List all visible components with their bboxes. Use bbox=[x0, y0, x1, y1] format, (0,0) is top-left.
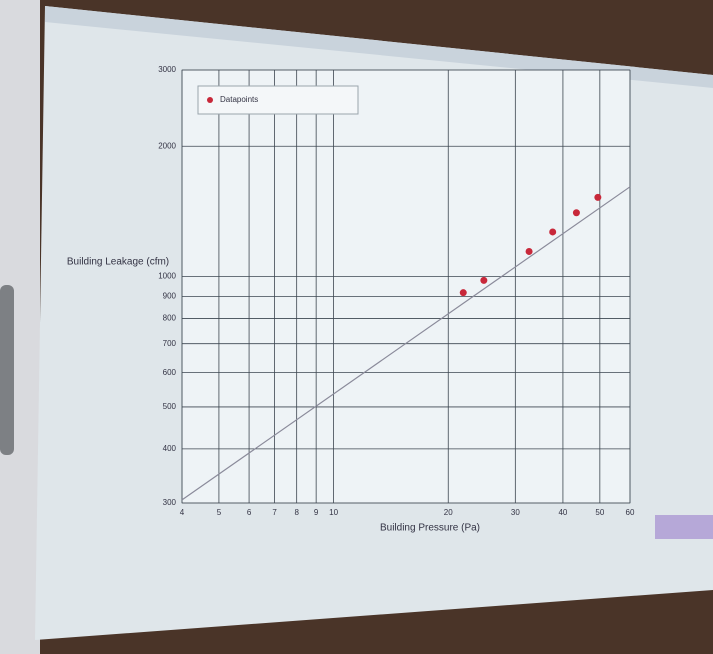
legend-swatch bbox=[207, 97, 213, 103]
y-axis-label: Building Leakage (cfm) bbox=[67, 257, 169, 268]
x-tick-label: 4 bbox=[180, 508, 185, 517]
y-tick-label: 3000 bbox=[158, 65, 176, 74]
x-axis-label: Building Pressure (Pa) bbox=[380, 523, 480, 534]
screenshot: Building Leakage (cfm) Building Pressure… bbox=[0, 0, 713, 654]
x-tick-label: 6 bbox=[247, 508, 252, 517]
y-tick-label: 700 bbox=[163, 339, 177, 348]
data-point bbox=[594, 194, 601, 201]
x-tick-label: 50 bbox=[595, 508, 604, 517]
side-tab bbox=[0, 285, 14, 455]
legend-label: Datapoints bbox=[220, 95, 258, 104]
data-point bbox=[526, 248, 533, 255]
button[interactable] bbox=[655, 515, 713, 539]
page: {"chart_data": { "type": "scatter", "y_l… bbox=[0, 0, 713, 654]
data-point bbox=[480, 277, 487, 284]
y-tick-label: 800 bbox=[163, 314, 177, 323]
y-tick-label: 2000 bbox=[158, 141, 176, 150]
y-tick-label: 600 bbox=[163, 368, 177, 377]
x-tick-label: 10 bbox=[329, 508, 338, 517]
x-tick-label: 7 bbox=[272, 508, 277, 517]
x-tick-label: 8 bbox=[294, 508, 299, 517]
x-tick-label: 30 bbox=[511, 508, 520, 517]
x-tick-label: 60 bbox=[626, 508, 635, 517]
data-point bbox=[573, 209, 580, 216]
x-tick-label: 9 bbox=[314, 508, 319, 517]
x-tick-label: 40 bbox=[558, 508, 567, 517]
data-point bbox=[549, 228, 556, 235]
y-tick-label: 1000 bbox=[158, 272, 176, 281]
y-tick-label: 500 bbox=[163, 402, 177, 411]
y-tick-label: 900 bbox=[163, 292, 177, 301]
x-tick-label: 5 bbox=[217, 508, 222, 517]
y-tick-label: 300 bbox=[163, 498, 177, 507]
y-tick-label: 400 bbox=[163, 444, 177, 453]
data-point bbox=[460, 289, 467, 296]
x-tick-label: 20 bbox=[444, 508, 453, 517]
